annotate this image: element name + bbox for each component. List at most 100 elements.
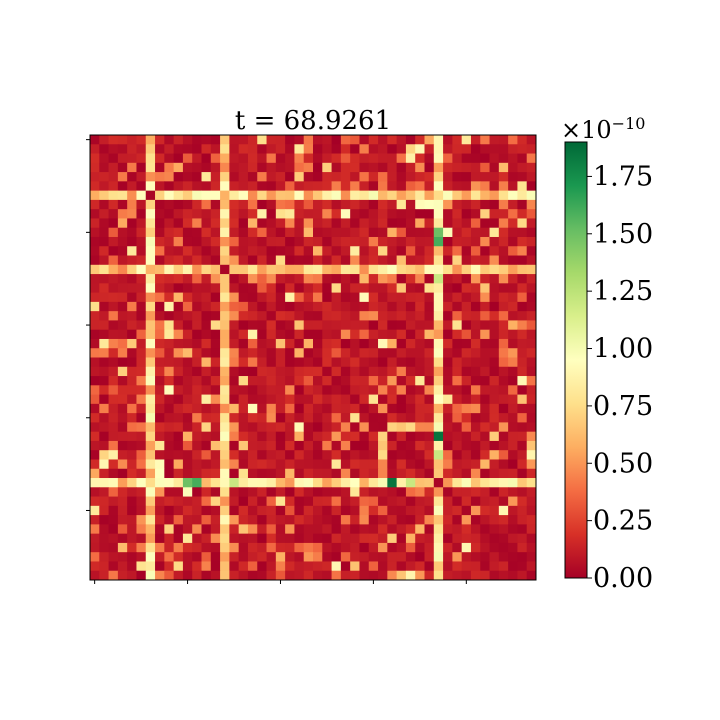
heatmap-cell	[192, 301, 202, 312]
heatmap-cell	[498, 218, 509, 229]
heatmap-cell	[517, 413, 528, 423]
heatmap-cell	[108, 524, 119, 535]
heatmap-cell	[99, 190, 109, 201]
heatmap-cell	[285, 552, 295, 562]
heatmap-cell	[155, 199, 165, 210]
heatmap-cell	[164, 357, 175, 368]
heatmap-cell	[192, 246, 202, 256]
heatmap-cell	[359, 329, 370, 340]
heatmap-cell	[229, 394, 240, 405]
heatmap-cell	[303, 153, 314, 164]
heatmap-cell	[90, 431, 100, 442]
heatmap-cell	[303, 329, 314, 340]
heatmap-cell	[182, 552, 193, 562]
heatmap-cell	[303, 542, 314, 553]
heatmap-cell	[489, 292, 500, 303]
heatmap-cell	[452, 264, 463, 275]
heatmap-cell	[340, 413, 351, 423]
heatmap-cell	[285, 311, 295, 321]
heatmap-cell	[210, 255, 221, 266]
colorbar-exponent: ×10−10	[561, 114, 645, 144]
heatmap-cell	[313, 478, 323, 488]
heatmap-cell	[498, 301, 509, 312]
heatmap-cell	[461, 209, 472, 219]
heatmap-cell	[108, 236, 119, 247]
heatmap-cell	[526, 338, 537, 349]
colorbar-tick-label: 0.25	[593, 506, 653, 537]
heatmap-cell	[498, 199, 509, 210]
heatmap-cell	[480, 468, 490, 479]
heatmap-cell	[415, 561, 425, 572]
heatmap-cell	[433, 329, 444, 340]
heatmap-cell	[498, 422, 509, 433]
heatmap-cell	[257, 153, 267, 164]
heatmap-cell	[294, 376, 305, 386]
heatmap-cell	[99, 264, 109, 275]
heatmap-cell	[368, 209, 379, 219]
heatmap-cell	[480, 496, 490, 507]
heatmap-cell	[266, 320, 277, 331]
heatmap-cell	[229, 366, 240, 377]
heatmap-cell	[313, 144, 323, 154]
heatmap-cell	[526, 413, 537, 423]
heatmap-cell	[201, 199, 212, 210]
heatmap-cell	[285, 440, 295, 451]
heatmap-cell	[340, 283, 351, 293]
heatmap-cell	[461, 181, 472, 192]
heatmap-cell	[489, 515, 500, 525]
heatmap-cell	[517, 311, 528, 321]
heatmap-cell	[99, 246, 109, 256]
heatmap-cell	[396, 385, 407, 395]
heatmap-cell	[396, 552, 407, 562]
heatmap-cell	[117, 552, 128, 562]
heatmap-cell	[99, 366, 109, 377]
heatmap-cell	[275, 505, 286, 516]
heatmap-cell	[405, 533, 416, 544]
heatmap-cell	[526, 505, 537, 516]
heatmap-cell	[517, 338, 528, 349]
heatmap-cell	[415, 274, 425, 284]
heatmap-cell	[257, 422, 267, 433]
heatmap-cell	[480, 292, 490, 303]
heatmap-cell	[461, 515, 472, 525]
heatmap-cell	[526, 283, 537, 293]
heatmap-cell	[247, 236, 258, 247]
heatmap-cell	[470, 320, 481, 331]
heatmap-cell	[461, 162, 472, 173]
heatmap-cell	[480, 209, 490, 219]
heatmap-cell	[340, 570, 351, 581]
heatmap-cell	[368, 181, 379, 192]
heatmap-cell	[424, 274, 435, 284]
heatmap-cell	[136, 450, 147, 460]
heatmap-cell	[340, 385, 351, 395]
heatmap-cell	[90, 199, 100, 210]
heatmap-cell	[266, 561, 277, 572]
heatmap-cell	[368, 283, 379, 293]
heatmap-cell	[359, 496, 370, 507]
heatmap-cell	[210, 329, 221, 340]
heatmap-cell	[275, 274, 286, 284]
heatmap-cell	[145, 376, 156, 386]
heatmap-cell	[461, 366, 472, 377]
plot-frame	[89, 134, 537, 581]
heatmap-cell	[257, 524, 267, 535]
heatmap-cell	[294, 311, 305, 321]
heatmap-cell	[396, 542, 407, 553]
heatmap-cell	[210, 283, 221, 293]
heatmap-cell	[433, 524, 444, 535]
heatmap-cell	[136, 468, 147, 479]
heatmap-cell	[424, 311, 435, 321]
heatmap-cell	[182, 144, 193, 154]
heatmap-cell	[433, 478, 444, 488]
heatmap-cell	[285, 496, 295, 507]
heatmap-cell	[396, 478, 407, 488]
heatmap-cell	[470, 162, 481, 173]
heatmap-cell	[415, 292, 425, 303]
heatmap-cell	[387, 236, 398, 247]
heatmap-cell	[322, 162, 332, 173]
heatmap-cell	[155, 181, 165, 192]
heatmap-cell	[266, 348, 277, 358]
heatmap-cell	[508, 264, 518, 275]
heatmap-cell	[294, 487, 305, 497]
heatmap-cell	[452, 440, 463, 451]
